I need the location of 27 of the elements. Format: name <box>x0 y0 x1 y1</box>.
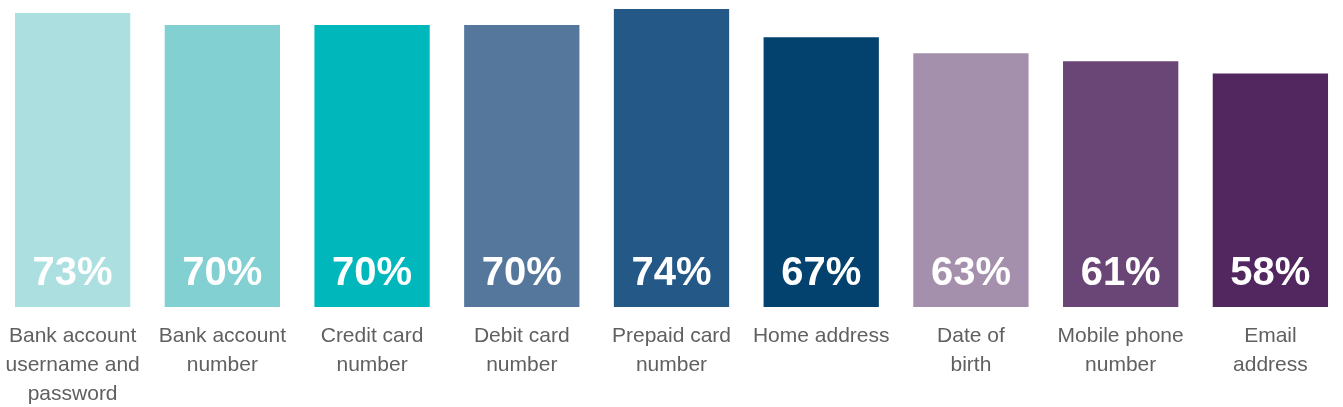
bar <box>14 13 131 307</box>
bar <box>464 25 580 307</box>
x-tick-label: Debit card number <box>473 323 570 375</box>
bar <box>613 9 730 307</box>
bar <box>314 25 430 307</box>
data-label: 70% <box>182 249 263 293</box>
x-tick-label: Date of birth <box>937 323 1005 375</box>
x-tick-label: Home address <box>752 323 890 346</box>
data-label: 70% <box>332 249 413 293</box>
data-label: 74% <box>631 249 712 293</box>
x-tick-label: Credit card number <box>320 323 424 375</box>
bar <box>913 53 1029 307</box>
x-tick-label: Bank account username and password <box>5 323 140 404</box>
data-label: 70% <box>481 249 562 293</box>
x-tick-label: Mobile phone number <box>1057 323 1184 375</box>
data-label: 67% <box>781 249 862 293</box>
x-tick-label: Bank account number <box>158 323 287 375</box>
bar <box>763 37 879 307</box>
x-tick-label: Prepaid card number <box>611 323 732 375</box>
bar <box>1212 73 1329 307</box>
bar <box>164 25 280 307</box>
data-label: 58% <box>1230 249 1311 293</box>
x-tick-label: Email address <box>1233 323 1308 375</box>
data-label: 63% <box>930 249 1011 293</box>
data-label: 73% <box>32 249 113 293</box>
data-label: 61% <box>1080 249 1161 293</box>
bar <box>1063 61 1179 307</box>
